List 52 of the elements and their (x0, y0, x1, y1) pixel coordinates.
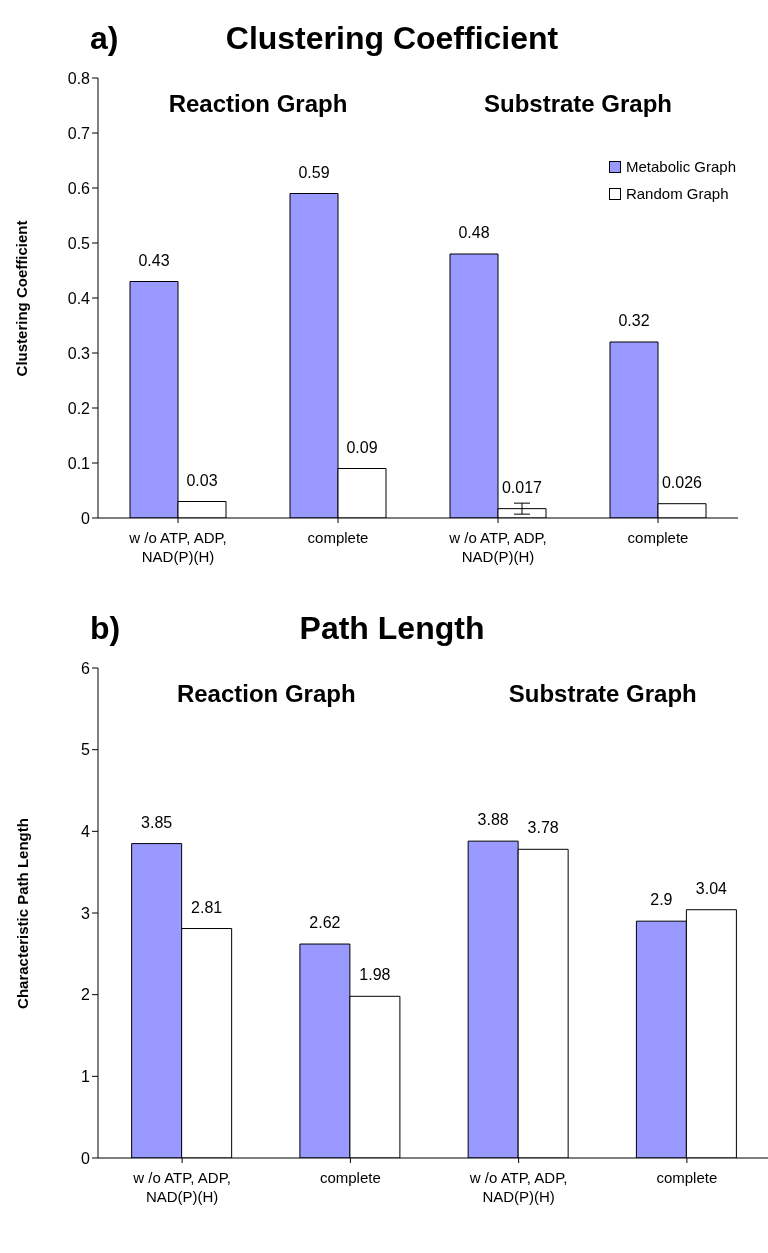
annotation: Reaction Graph (175, 680, 357, 708)
y-tick-label: 5 (81, 741, 91, 759)
x-tick-label: complete (627, 529, 689, 546)
data-label: 2.62 (309, 914, 341, 932)
data-label: 3.88 (477, 811, 509, 829)
data-label: 0.09 (346, 438, 378, 456)
annotation: Substrate Graph (507, 680, 698, 708)
y-tick-label: 2 (81, 986, 91, 1004)
chart-title: Path Length (299, 610, 485, 646)
data-label: 0.48 (458, 224, 490, 241)
chart-title: Clustering Coefficient (225, 20, 559, 56)
x-tick-label: w /o ATP, ADP, NAD(P)(H) (128, 529, 227, 565)
data-label: 1.98 (359, 966, 391, 984)
text: a) (90, 20, 119, 57)
legend-label: Random Graph (625, 185, 729, 202)
y-tick-label: 0.6 (67, 179, 91, 197)
y-tick-label: 0.1 (67, 454, 91, 472)
x-tick-label: complete (319, 1169, 381, 1186)
y-axis-title: Clustering Coefficient (13, 220, 31, 376)
y-tick-label: 0.4 (67, 289, 91, 307)
y-tick-label: 0 (81, 509, 91, 527)
data-label: 0.026 (661, 473, 703, 491)
x-tick-label: complete (656, 1169, 718, 1186)
y-tick-label: 0.3 (67, 344, 91, 362)
y-tick-label: 1 (81, 1068, 91, 1086)
y-tick-label: 6 (81, 659, 91, 677)
x-tick-label: w /o ATP, ADP, NAD(P)(H) (132, 1169, 231, 1205)
x-tick-label: w /o ATP, ADP, NAD(P)(H) (448, 529, 547, 565)
data-label: 0.43 (138, 251, 170, 269)
annotation: Substrate Graph (482, 90, 673, 118)
data-label: 0.32 (618, 312, 650, 329)
x-tick-label: w /o ATP, ADP, NAD(P)(H) (468, 1169, 568, 1205)
data-label: 0.03 (186, 471, 218, 489)
data-label: 2.9 (650, 891, 673, 909)
y-tick-label: 0.5 (67, 234, 91, 252)
y-tick-label: 3 (81, 904, 91, 922)
legend-label: Metabolic Graph (625, 158, 736, 175)
data-label: 3.04 (695, 879, 728, 897)
y-tick-label: 0.2 (67, 399, 91, 417)
data-label: 2.81 (191, 898, 223, 916)
data-label: 3.85 (141, 813, 173, 831)
data-label: 3.78 (527, 819, 559, 837)
y-tick-label: 0.8 (67, 69, 91, 87)
y-axis-title: Characteristic Path Length (13, 817, 31, 1009)
annotation: Reaction Graph (167, 90, 349, 118)
data-label: 0.59 (298, 163, 330, 181)
data-label: 0.017 (501, 478, 543, 496)
y-tick-label: 0 (81, 1149, 91, 1167)
text: b) (90, 610, 121, 647)
x-tick-label: complete (307, 529, 369, 546)
y-tick-label: 4 (81, 823, 91, 841)
y-tick-label: 0.7 (67, 124, 91, 142)
